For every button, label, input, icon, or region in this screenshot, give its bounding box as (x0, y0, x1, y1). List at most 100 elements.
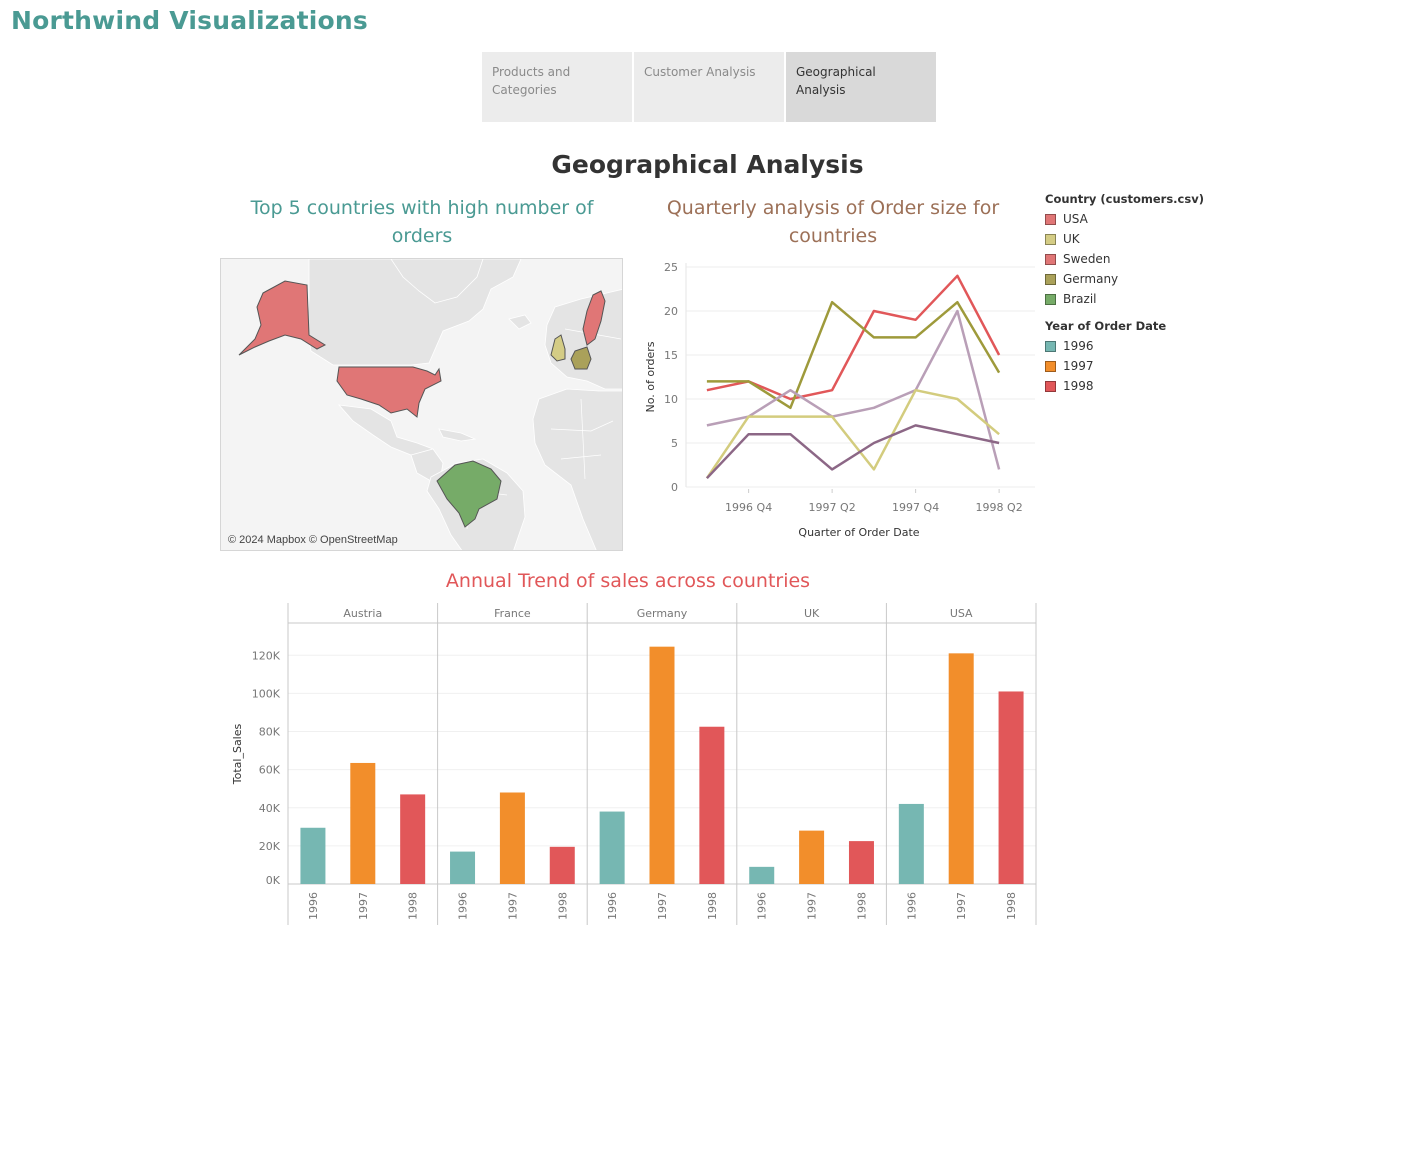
line-series-5[interactable] (705, 424, 1000, 480)
legend-swatch (1045, 340, 1056, 352)
legend-item-1997[interactable]: 1997 (1045, 356, 1166, 376)
line-series-2[interactable] (706, 300, 1001, 410)
line-y-tick-label: 0 (671, 481, 678, 494)
uk-shape (550, 334, 566, 362)
tab-customer-analysis[interactable]: Customer Analysis (634, 52, 784, 122)
bar-y-tick-label: 100K (252, 687, 281, 700)
legend-swatch (1045, 360, 1056, 372)
line-y-tick-label: 10 (664, 393, 678, 406)
page-title: Geographical Analysis (551, 150, 864, 179)
germany-shape (570, 346, 592, 370)
legend-item-brazil[interactable]: Brazil (1045, 289, 1204, 309)
brazil-shape (436, 460, 502, 528)
bar-usa-1996[interactable] (898, 803, 924, 884)
dashboard-tabs: Products and Categories Customer Analysi… (482, 52, 936, 122)
bar-year-label: 1996 (905, 892, 918, 920)
legend-item-1998[interactable]: 1998 (1045, 376, 1166, 396)
bar-year-label: 1997 (955, 892, 968, 920)
line-y-tick-label: 5 (671, 437, 678, 450)
caribbean-land (438, 428, 477, 442)
legend-swatch (1045, 253, 1056, 265)
bar-year-label: 1998 (706, 892, 719, 920)
bar-usa-1998[interactable] (998, 691, 1024, 884)
bar-year-label: 1998 (407, 892, 420, 920)
bar-austria-1998[interactable] (400, 794, 426, 884)
bar-germany-1998[interactable] (699, 726, 725, 884)
africa-land (532, 388, 622, 550)
legend-item-sweden[interactable]: Sweden (1045, 249, 1204, 269)
bar-year-label: 1997 (506, 892, 519, 920)
legend-swatch (1045, 293, 1056, 305)
bar-y-tick-label: 40K (259, 802, 281, 815)
line-y-axis-label: No. of orders (644, 341, 657, 412)
line-chart-title: Quarterly analysis of Order size for cou… (666, 197, 1000, 247)
bar-year-label: 1998 (855, 892, 868, 920)
country-legend: Country (customers.csv) USA UK Sweden Ge… (1045, 192, 1204, 309)
country-legend-title: Country (customers.csv) (1045, 192, 1204, 206)
bar-chart-title: Annual Trend of sales across countries (445, 570, 811, 592)
bar-year-label: 1997 (806, 892, 819, 920)
bar-france-1997[interactable] (499, 792, 525, 885)
bar-uk-1996[interactable] (749, 866, 775, 884)
panel-country-label: UK (804, 607, 820, 620)
map-title: Top 5 countries with high number of orde… (250, 197, 594, 247)
bar-uk-1998[interactable] (848, 841, 874, 884)
world-map[interactable]: © 2024 Mapbox © OpenStreetMap (220, 258, 623, 551)
bar-france-1998[interactable] (549, 846, 575, 884)
bar-austria-1996[interactable] (300, 827, 326, 884)
year-legend-title: Year of Order Date (1045, 319, 1167, 333)
bar-france-1996[interactable] (450, 851, 476, 884)
line-x-tick-label: 1998 Q2 (976, 501, 1023, 514)
bar-y-axis-label: Total_Sales (231, 723, 244, 785)
legend-item-uk[interactable]: UK (1045, 229, 1204, 249)
line-y-tick-label: 20 (664, 305, 678, 318)
bar-year-label: 1996 (756, 892, 769, 920)
line-x-tick-label: 1997 Q2 (809, 501, 856, 514)
legend-item-usa[interactable]: USA (1045, 209, 1204, 229)
bar-year-label: 1998 (1005, 892, 1018, 920)
map-attribution: © 2024 Mapbox © OpenStreetMap (228, 534, 398, 546)
bar-uk-1997[interactable] (799, 830, 825, 884)
line-series-1[interactable] (706, 274, 1001, 401)
tab-products-and-categories[interactable]: Products and Categories (482, 52, 632, 122)
usa-alaska-shape (238, 280, 327, 356)
bar-year-label: 1996 (307, 892, 320, 920)
app-title: Northwind Visualizations (11, 6, 368, 35)
legend-swatch (1045, 213, 1056, 225)
greenland-land (390, 259, 484, 304)
sweden-shape (582, 290, 606, 346)
legend-item-germany[interactable]: Germany (1045, 269, 1204, 289)
line-chart[interactable]: 0 5 10 15 20 25 1996 Q4 1997 Q2 1997 Q4 1998 Q2 Qu… (630, 255, 1045, 555)
line-y-tick-label: 15 (664, 349, 678, 362)
line-y-tick-label: 25 (664, 261, 678, 274)
bar-chart[interactable]: 0K 20K 40K 60K 80K 100K 120K Total_Sales Austria… (220, 600, 1045, 930)
bar-year-label: 1997 (357, 892, 370, 920)
panel-country-label: USA (950, 607, 973, 620)
bar-y-tick-label: 20K (259, 840, 281, 853)
bar-germany-1997[interactable] (649, 646, 675, 884)
panel-country-label: Germany (637, 607, 688, 620)
line-series-4[interactable] (705, 388, 1000, 479)
bar-year-label: 1998 (556, 892, 569, 920)
bar-year-label: 1997 (656, 892, 669, 920)
line-x-tick-label: 1996 Q4 (725, 501, 772, 514)
line-x-tick-label: 1997 Q4 (892, 501, 939, 514)
legend-swatch (1045, 380, 1056, 392)
panel-country-label: Austria (343, 607, 382, 620)
bar-year-label: 1996 (457, 892, 470, 920)
legend-item-1996[interactable]: 1996 (1045, 336, 1166, 356)
panel-country-label: France (494, 607, 531, 620)
legend-swatch (1045, 233, 1056, 245)
year-legend: Year of Order Date 1996 1997 1998 (1045, 319, 1166, 396)
map-canvas (238, 259, 622, 550)
bar-year-label: 1996 (606, 892, 619, 920)
bar-austria-1997[interactable] (350, 762, 376, 884)
line-x-axis-label: Quarter of Order Date (798, 526, 919, 539)
bar-y-tick-label: 60K (259, 764, 281, 777)
bar-germany-1996[interactable] (599, 811, 625, 884)
legend-swatch (1045, 273, 1056, 285)
line-series-3[interactable] (706, 309, 1001, 470)
bar-y-tick-label: 120K (252, 649, 281, 662)
tab-geographical-analysis[interactable]: Geographical Analysis (786, 52, 936, 122)
bar-usa-1997[interactable] (948, 653, 974, 884)
